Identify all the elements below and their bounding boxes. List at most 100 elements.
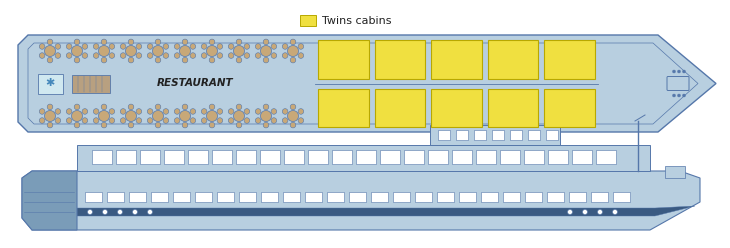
Circle shape: [126, 45, 137, 57]
FancyBboxPatch shape: [438, 130, 450, 140]
FancyBboxPatch shape: [236, 150, 256, 164]
Circle shape: [74, 122, 80, 128]
Circle shape: [72, 45, 82, 57]
Circle shape: [228, 118, 234, 123]
FancyBboxPatch shape: [77, 145, 650, 171]
Circle shape: [128, 122, 134, 128]
Circle shape: [118, 210, 123, 215]
Circle shape: [82, 44, 88, 49]
FancyBboxPatch shape: [380, 150, 400, 164]
FancyBboxPatch shape: [510, 130, 522, 140]
Circle shape: [147, 53, 153, 58]
Circle shape: [683, 94, 685, 97]
FancyBboxPatch shape: [596, 150, 616, 164]
Circle shape: [190, 44, 196, 49]
Circle shape: [264, 57, 269, 63]
Circle shape: [99, 45, 110, 57]
Circle shape: [271, 44, 277, 49]
Circle shape: [244, 44, 250, 49]
Circle shape: [39, 44, 45, 49]
FancyBboxPatch shape: [459, 192, 476, 202]
Circle shape: [264, 104, 269, 110]
Circle shape: [182, 104, 188, 110]
Circle shape: [55, 118, 61, 123]
Circle shape: [174, 109, 180, 114]
Circle shape: [155, 57, 161, 63]
FancyBboxPatch shape: [569, 192, 586, 202]
Circle shape: [74, 104, 80, 110]
Circle shape: [136, 53, 142, 58]
FancyBboxPatch shape: [492, 130, 504, 140]
FancyBboxPatch shape: [545, 40, 595, 79]
Circle shape: [683, 70, 685, 73]
Circle shape: [298, 44, 304, 49]
FancyBboxPatch shape: [428, 150, 448, 164]
FancyBboxPatch shape: [261, 192, 278, 202]
Text: ✱: ✱: [46, 79, 55, 89]
Circle shape: [237, 39, 242, 45]
Circle shape: [255, 118, 261, 123]
FancyBboxPatch shape: [528, 130, 540, 140]
Circle shape: [136, 118, 142, 123]
FancyBboxPatch shape: [667, 76, 689, 91]
FancyBboxPatch shape: [300, 15, 316, 26]
Text: RESTAURANT: RESTAURANT: [157, 79, 234, 89]
Circle shape: [82, 53, 88, 58]
FancyBboxPatch shape: [129, 192, 146, 202]
Circle shape: [163, 109, 169, 114]
FancyBboxPatch shape: [284, 150, 304, 164]
FancyBboxPatch shape: [212, 150, 232, 164]
Circle shape: [583, 210, 588, 215]
Circle shape: [207, 111, 218, 122]
FancyBboxPatch shape: [72, 74, 110, 93]
Circle shape: [66, 44, 72, 49]
Circle shape: [126, 111, 137, 122]
FancyBboxPatch shape: [393, 192, 410, 202]
Circle shape: [234, 111, 245, 122]
Circle shape: [180, 111, 191, 122]
FancyBboxPatch shape: [488, 89, 539, 127]
Circle shape: [291, 104, 296, 110]
Circle shape: [677, 94, 680, 97]
Circle shape: [136, 109, 142, 114]
Polygon shape: [22, 171, 77, 230]
FancyBboxPatch shape: [431, 40, 482, 79]
Circle shape: [271, 109, 277, 114]
Circle shape: [190, 109, 196, 114]
FancyBboxPatch shape: [503, 192, 520, 202]
FancyBboxPatch shape: [356, 150, 376, 164]
FancyBboxPatch shape: [173, 192, 190, 202]
Circle shape: [283, 53, 288, 58]
Circle shape: [93, 53, 99, 58]
Circle shape: [66, 53, 72, 58]
Circle shape: [174, 44, 180, 49]
FancyBboxPatch shape: [374, 40, 425, 79]
Circle shape: [101, 122, 107, 128]
FancyBboxPatch shape: [547, 192, 564, 202]
FancyBboxPatch shape: [85, 192, 102, 202]
Circle shape: [101, 39, 107, 45]
Circle shape: [234, 45, 245, 57]
Circle shape: [39, 109, 45, 114]
Circle shape: [264, 122, 269, 128]
Circle shape: [45, 111, 55, 122]
Circle shape: [201, 118, 207, 123]
Circle shape: [288, 111, 299, 122]
Circle shape: [174, 53, 180, 58]
Circle shape: [672, 70, 675, 73]
Circle shape: [672, 94, 675, 97]
Circle shape: [163, 118, 169, 123]
Circle shape: [261, 45, 272, 57]
Circle shape: [217, 118, 223, 123]
FancyBboxPatch shape: [318, 89, 369, 127]
Circle shape: [261, 111, 272, 122]
Circle shape: [298, 53, 304, 58]
Circle shape: [163, 44, 169, 49]
FancyBboxPatch shape: [327, 192, 344, 202]
Circle shape: [182, 39, 188, 45]
FancyBboxPatch shape: [239, 192, 256, 202]
FancyBboxPatch shape: [591, 192, 608, 202]
FancyBboxPatch shape: [474, 130, 486, 140]
Circle shape: [217, 109, 223, 114]
Circle shape: [677, 70, 680, 73]
